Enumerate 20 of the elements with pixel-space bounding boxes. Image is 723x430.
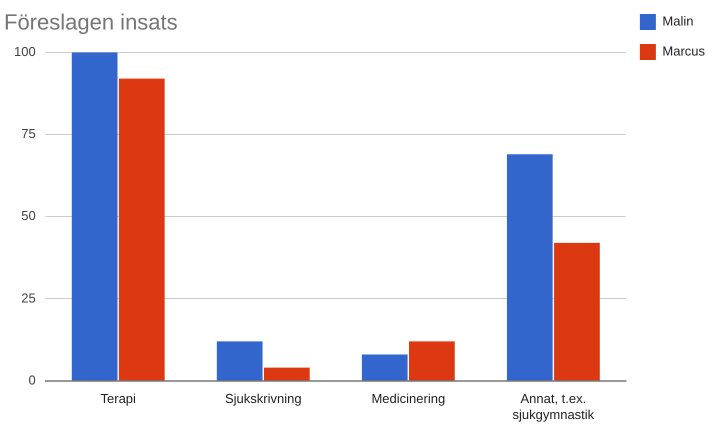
y-tick-label: 0 (28, 372, 36, 388)
y-tick-label: 50 (21, 208, 36, 224)
bar (409, 341, 455, 380)
chart-title: Föreslagen insats (4, 9, 178, 34)
y-tick-label: 75 (21, 126, 36, 142)
bar (554, 242, 600, 380)
legend-label: Malin (662, 14, 694, 29)
bar (216, 341, 263, 380)
x-tick-label: Medicinering (371, 391, 446, 406)
bar (72, 52, 118, 380)
legend-label: Marcus (662, 44, 706, 59)
bar (362, 354, 408, 380)
x-tick-label: Sjukskrivning (224, 391, 302, 406)
x-tick-label: Annat, t.ex. sjukgymnastik (512, 391, 595, 422)
bar (264, 368, 310, 380)
y-tick-label: 100 (14, 44, 36, 59)
bar (506, 154, 553, 380)
y-tick-label: 25 (21, 290, 36, 306)
bar (118, 78, 165, 380)
x-tick-label: Terapi (100, 391, 136, 406)
